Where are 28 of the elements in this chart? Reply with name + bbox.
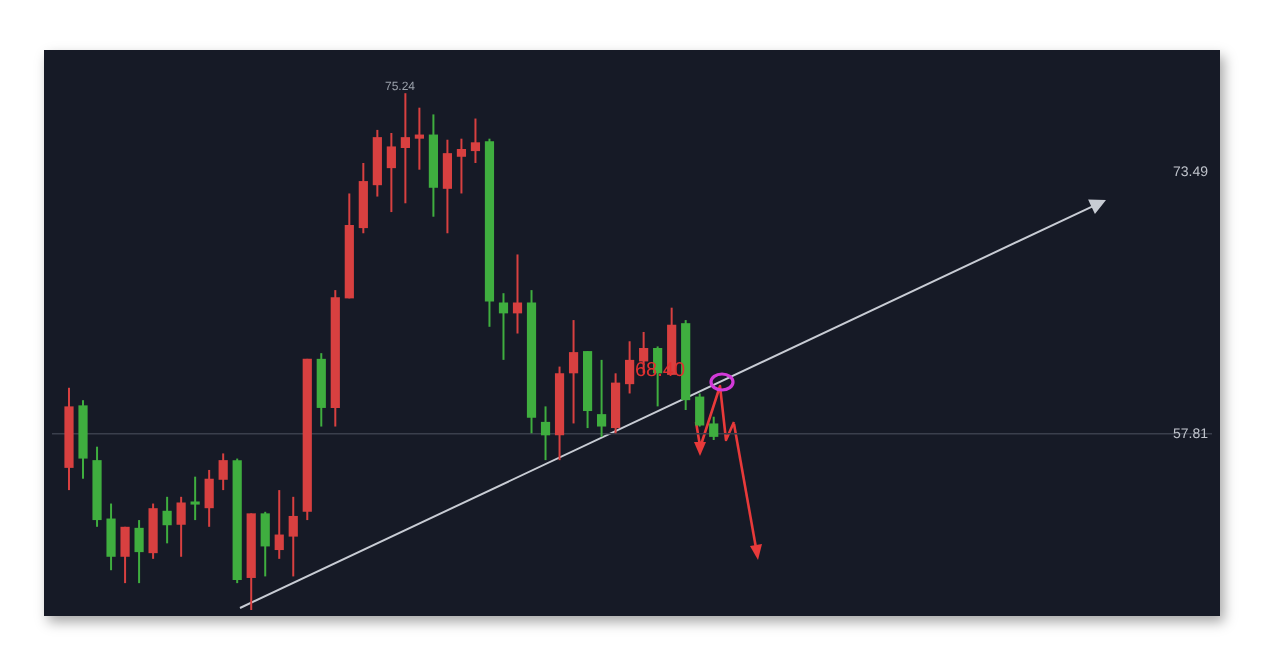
candlestick	[596, 358, 607, 438]
candlestick	[162, 495, 172, 545]
candlestick	[106, 502, 116, 572]
candlestick	[288, 495, 298, 578]
candlestick	[456, 137, 467, 195]
candlestick	[190, 475, 200, 522]
candlestick	[709, 415, 719, 441]
candlestick	[512, 253, 523, 335]
candlestick	[414, 106, 424, 171]
candlestick	[386, 132, 396, 214]
candlestick	[120, 525, 130, 585]
candlestick	[540, 405, 551, 462]
candlestick	[274, 489, 284, 560]
candlestick	[470, 117, 481, 164]
candlestick	[134, 519, 144, 585]
candlestick	[498, 292, 509, 361]
candlestick	[568, 319, 579, 425]
candlestick	[442, 138, 453, 235]
candlestick	[204, 468, 214, 528]
candlestick	[358, 161, 368, 235]
candlestick	[176, 495, 186, 558]
candlestick	[218, 452, 228, 492]
candlestick	[148, 502, 158, 560]
candlestick	[260, 510, 270, 578]
candlestick	[625, 340, 635, 395]
candlestick	[611, 372, 621, 435]
candlestick	[695, 392, 705, 428]
candlestick	[400, 92, 410, 205]
